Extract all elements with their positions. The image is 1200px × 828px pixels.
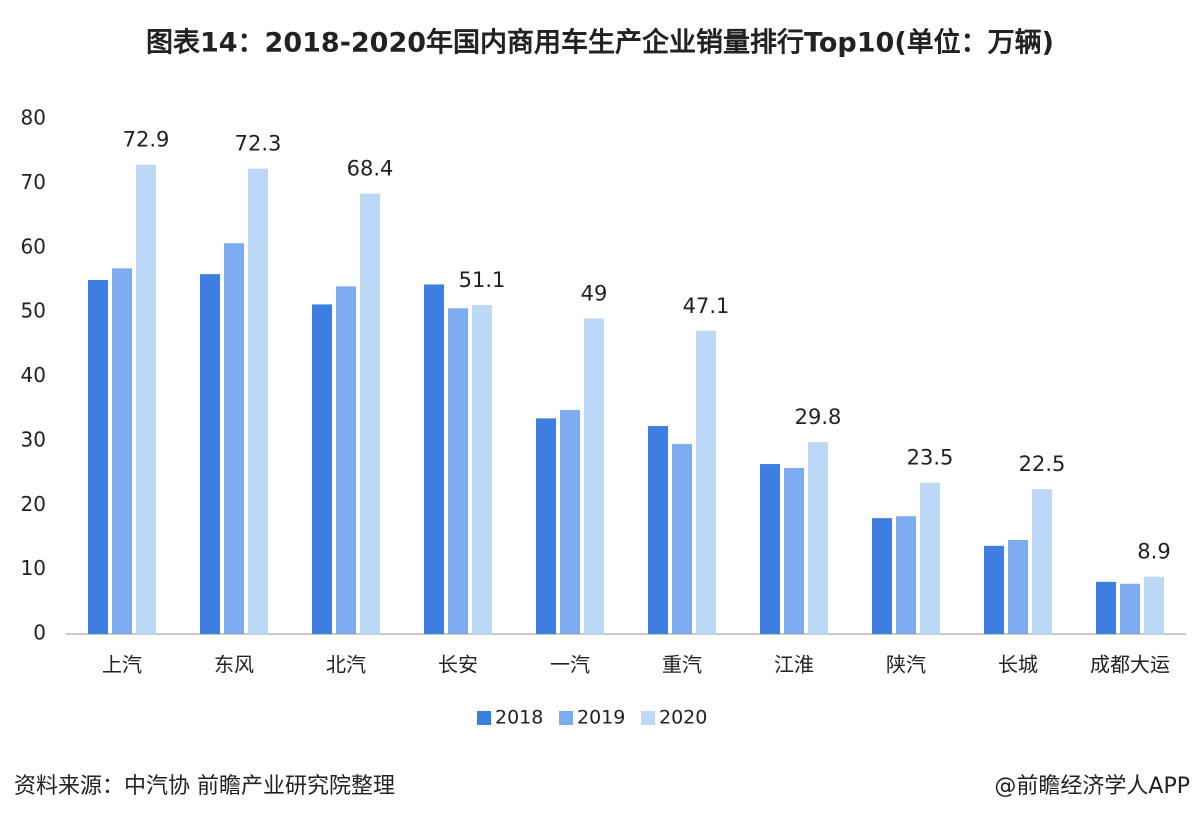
chart-title: 图表14：2018-2020年国内商用车生产企业销量排行Top10(单位：万辆) (146, 27, 1054, 59)
bar (1096, 581, 1116, 634)
x-tick-label: 长城 (998, 653, 1038, 677)
x-tick-label: 东风 (214, 653, 254, 677)
legend-label: 2018 (495, 707, 543, 729)
bar (672, 444, 692, 634)
bar (1120, 583, 1140, 634)
x-tick-label: 陕汽 (886, 653, 926, 677)
legend-label: 2019 (577, 707, 625, 729)
data-label: 47.1 (683, 294, 730, 318)
bar (1008, 540, 1028, 634)
x-tick-label: 成都大运 (1090, 653, 1170, 677)
bar (760, 464, 780, 634)
y-tick-label: 10 (21, 556, 46, 580)
x-tick-label: 江淮 (774, 653, 814, 677)
data-label: 72.9 (123, 128, 170, 152)
bar (536, 418, 556, 634)
source-note: 资料来源：中汽协 前瞻产业研究院整理 (14, 774, 395, 799)
y-tick-label: 40 (21, 363, 46, 387)
bar (896, 516, 916, 634)
bar (696, 330, 716, 634)
bar (584, 318, 604, 634)
y-tick-label: 70 (21, 170, 46, 194)
x-tick-label: 上汽 (102, 653, 142, 677)
bar (224, 243, 244, 634)
legend-swatch (477, 711, 491, 725)
legend-label: 2020 (659, 707, 707, 729)
bar (136, 164, 156, 635)
bar (872, 518, 892, 634)
x-tick-label: 长安 (438, 653, 478, 677)
bar (472, 305, 492, 634)
data-label: 72.3 (235, 132, 282, 156)
data-label: 49 (581, 282, 608, 306)
data-label: 68.4 (347, 157, 394, 181)
y-tick-label: 80 (21, 106, 46, 130)
bar (808, 442, 828, 634)
data-label: 8.9 (1137, 540, 1170, 564)
y-tick-label: 60 (21, 234, 46, 258)
bar (648, 426, 668, 634)
bar (112, 268, 132, 634)
bar (88, 279, 108, 634)
y-tick-label: 0 (33, 621, 46, 645)
bar (984, 545, 1004, 634)
bar (360, 193, 380, 635)
bar (1032, 489, 1052, 634)
data-label: 29.8 (795, 405, 842, 429)
bar (448, 308, 468, 634)
y-tick-label: 30 (21, 427, 46, 451)
y-tick-label: 20 (21, 492, 46, 516)
bar (200, 274, 220, 634)
data-label: 22.5 (1019, 452, 1066, 476)
y-tick-label: 50 (21, 299, 46, 323)
bar (920, 482, 940, 634)
bar (248, 168, 268, 634)
legend-swatch (641, 711, 655, 725)
x-tick-label: 重汽 (662, 653, 702, 677)
legend-swatch (559, 711, 573, 725)
bar (312, 304, 332, 634)
credit: @前瞻经济学人APP (994, 774, 1190, 799)
bar (560, 409, 580, 634)
x-tick-label: 一汽 (550, 653, 590, 677)
bar (1144, 576, 1164, 634)
data-label: 23.5 (907, 446, 954, 470)
x-tick-label: 北汽 (326, 653, 366, 677)
bar (784, 467, 804, 634)
bar (336, 286, 356, 634)
data-label: 51.1 (459, 268, 506, 292)
bar (424, 284, 444, 634)
